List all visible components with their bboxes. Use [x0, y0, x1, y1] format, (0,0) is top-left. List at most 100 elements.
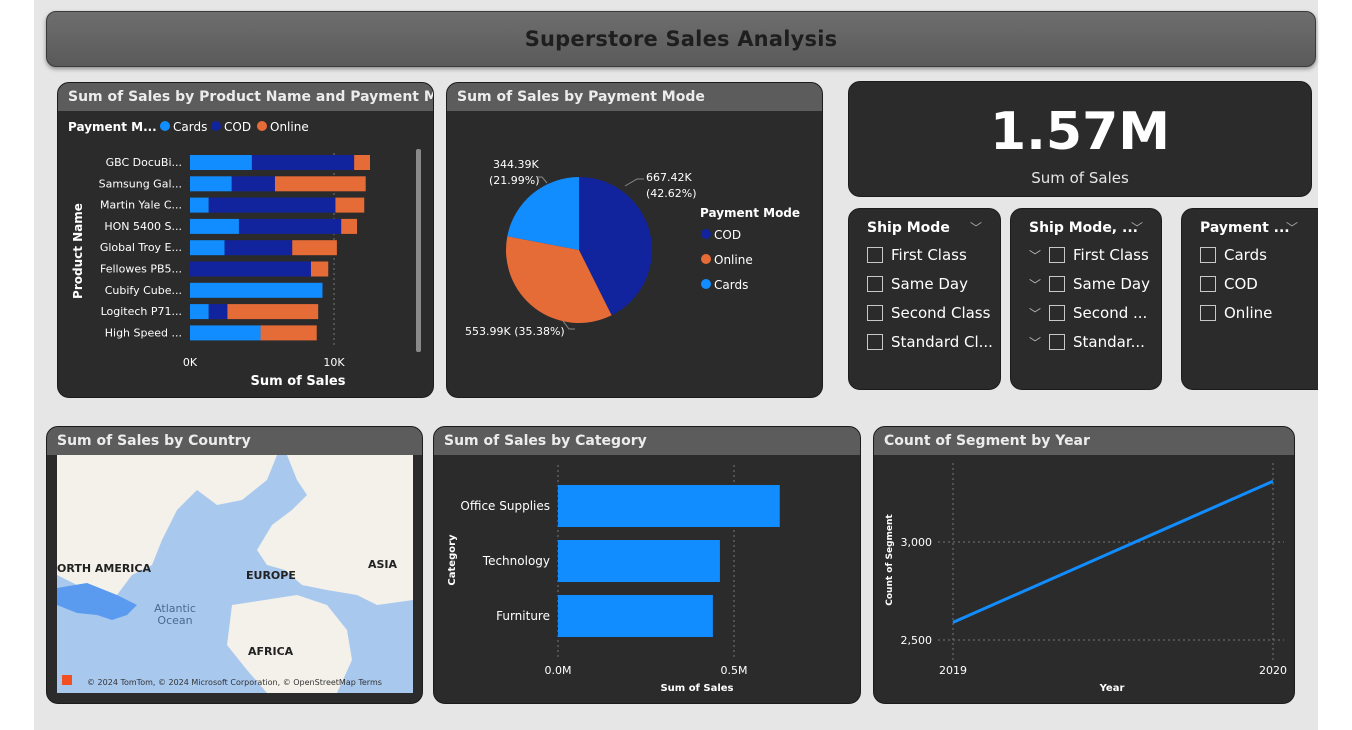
kpi-value: 1.57M — [989, 102, 1171, 162]
product-bar-online[interactable] — [310, 261, 329, 277]
checkbox[interactable] — [1049, 276, 1066, 292]
product-bar-cards[interactable] — [190, 155, 252, 170]
map-label-ocean: Ocean — [157, 614, 192, 627]
segment-panel-title: Count of Segment by Year — [874, 427, 1294, 455]
product-bar-cod[interactable] — [190, 261, 311, 277]
legend-cards-marker — [160, 121, 170, 131]
product-bar-online[interactable] — [274, 176, 366, 192]
chevron-down-icon[interactable]: ﹀ — [970, 221, 983, 235]
checkbox[interactable] — [867, 247, 883, 263]
world-map[interactable]: ORTH AMERICA EUROPE ASIA Atlantic Ocean … — [57, 455, 413, 693]
product-bar-online[interactable] — [292, 240, 337, 256]
category-bar[interactable] — [558, 595, 713, 637]
product-bar-cards[interactable] — [190, 282, 323, 298]
expand-chevron-icon[interactable]: ﹀ — [1029, 277, 1042, 292]
category-bar[interactable] — [558, 540, 720, 582]
checkbox[interactable] — [1200, 247, 1216, 263]
product-bar-cod[interactable] — [208, 304, 228, 320]
product-bar-online[interactable] — [260, 325, 317, 341]
pie-legend-title: Payment Mode — [700, 206, 800, 220]
checkbox[interactable] — [1049, 305, 1066, 321]
payment-slicer[interactable]: Payment ... ﹀ Cards COD Online — [1181, 208, 1318, 390]
product-bar-cards[interactable] — [190, 240, 225, 256]
checkbox[interactable] — [1200, 276, 1216, 292]
segment-line[interactable] — [952, 479, 1274, 624]
product-bar-online[interactable] — [335, 197, 365, 213]
x-tick-10k: 10K — [323, 356, 345, 369]
slicer-option-online[interactable]: Online — [1200, 303, 1272, 323]
map-label-africa: AFRICA — [248, 645, 294, 658]
slicer-option-standard-class[interactable]: Standard Cl... — [867, 332, 993, 352]
expand-chevron-icon[interactable]: ﹀ — [1029, 306, 1042, 321]
ship-mode-hierarchy-slicer[interactable]: Ship Mode, ... ﹀ ﹀ First Class ﹀ Same Day … — [1010, 208, 1162, 390]
map-label-north-america: ORTH AMERICA — [57, 562, 151, 575]
pie-slice-online[interactable] — [506, 236, 612, 323]
pie-slice-cards[interactable] — [507, 177, 579, 250]
tree-option-first-class[interactable]: ﹀ First Class — [1029, 246, 1149, 264]
x-tick-0k: 0K — [183, 356, 198, 369]
category-label: Technology — [482, 554, 550, 568]
category-bar[interactable] — [558, 485, 780, 527]
kpi-card[interactable]: 1.57M Sum of Sales — [848, 81, 1312, 197]
category-label: Furniture — [496, 609, 550, 623]
product-chart-svg: Payment M... Cards COD Online Product Na… — [68, 120, 421, 389]
year-tick-label: 2019 — [939, 664, 967, 677]
slicer-option-cards[interactable]: Cards — [1200, 245, 1267, 265]
product-bar-online[interactable] — [354, 155, 370, 170]
product-bar-cod[interactable] — [231, 176, 275, 192]
category-sales-panel[interactable]: Sum of Sales by Category Office Supplies… — [433, 426, 861, 704]
segment-year-panel[interactable]: Count of Segment by Year 2,500 3,000 2019 2… — [873, 426, 1295, 704]
product-bar-online[interactable] — [341, 218, 358, 234]
united-states-highlight[interactable] — [57, 583, 137, 620]
product-bar-cards[interactable] — [190, 218, 239, 234]
legend-cod[interactable]: COD — [224, 120, 251, 134]
checkbox[interactable] — [1200, 305, 1216, 321]
chevron-down-icon[interactable]: ﹀ — [1131, 221, 1144, 235]
ship-mode-slicer[interactable]: Ship Mode ﹀ First Class Same Day Second … — [848, 208, 1001, 390]
map-panel-title: Sum of Sales by Country — [47, 427, 422, 455]
expand-chevron-icon[interactable]: ﹀ — [1029, 248, 1042, 263]
product-bar-cod[interactable] — [208, 197, 336, 213]
payment-pie-panel[interactable]: Sum of Sales by Payment Mode 344.39K (21… — [446, 82, 823, 398]
checkbox[interactable] — [1049, 247, 1066, 263]
product-bar-online[interactable] — [227, 304, 319, 320]
checkbox[interactable] — [867, 305, 883, 321]
pie-legend-online[interactable]: Online — [714, 253, 753, 267]
checkbox[interactable] — [867, 276, 883, 292]
product-bar-cards[interactable] — [190, 176, 232, 192]
tree-option-same-day[interactable]: ﹀ Same Day — [1029, 275, 1150, 293]
product-scrollbar[interactable] — [416, 149, 421, 352]
expand-chevron-icon[interactable]: ﹀ — [1029, 335, 1042, 350]
product-panel-title: Sum of Sales by Product Name and Payment… — [58, 83, 433, 111]
checkbox[interactable] — [1049, 334, 1066, 350]
tree-option-second[interactable]: ﹀ Second ... — [1029, 304, 1148, 322]
cod-leader-line — [624, 178, 644, 187]
product-bar-cod[interactable] — [238, 218, 342, 234]
product-bar-cards[interactable] — [190, 304, 209, 320]
product-bar-cards[interactable] — [190, 197, 209, 213]
category-x-axis-label: Sum of Sales — [660, 683, 733, 694]
map-attribution[interactable]: © 2024 TomTom, © 2024 Microsoft Corporat… — [87, 678, 382, 687]
category-y-axis-label: Category — [447, 534, 458, 586]
legend-online[interactable]: Online — [270, 120, 309, 134]
product-bar-cards[interactable] — [190, 325, 261, 341]
country-map-panel[interactable]: Sum of Sales by Country ORTH AMERICA EUR… — [46, 426, 423, 704]
pie-slice-cod[interactable] — [579, 177, 652, 316]
chevron-down-icon[interactable]: ﹀ — [1286, 221, 1299, 235]
legend-cards[interactable]: Cards — [173, 120, 207, 134]
slicer-option-same-day[interactable]: Same Day — [867, 274, 968, 294]
product-bar-cod[interactable] — [224, 240, 293, 256]
product-bar-cod[interactable] — [251, 155, 355, 170]
slicer-option-first-class[interactable]: First Class — [867, 245, 967, 265]
legend-online-marker — [257, 121, 267, 131]
product-sales-panel[interactable]: Sum of Sales by Product Name and Payment… — [57, 82, 434, 398]
category-chart-svg: Office Supplies Technology Furniture Categ… — [447, 465, 780, 694]
pie-legend-cards[interactable]: Cards — [714, 278, 748, 292]
pie-legend-cards-marker — [701, 279, 711, 289]
tree-option-standard[interactable]: ﹀ Standar... — [1029, 333, 1145, 351]
checkbox[interactable] — [867, 334, 883, 350]
year-tick-label: 2020 — [1259, 664, 1287, 677]
pie-legend-cod[interactable]: COD — [714, 228, 741, 242]
slicer-option-second-class[interactable]: Second Class — [867, 303, 990, 323]
slicer-option-cod[interactable]: COD — [1200, 274, 1258, 294]
